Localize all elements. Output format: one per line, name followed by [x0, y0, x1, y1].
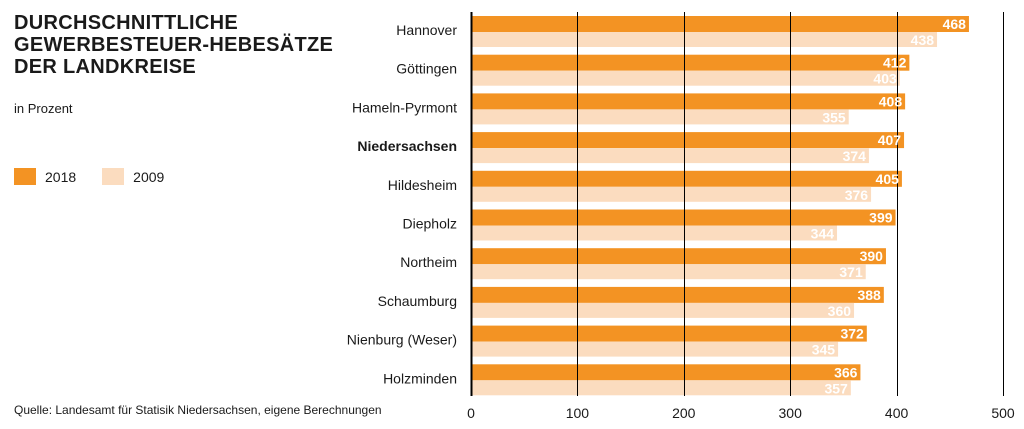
x-tick-label: 300 [779, 405, 803, 421]
legend-swatch-2009 [102, 168, 125, 185]
value-label-2018: 388 [857, 287, 881, 303]
category-label: Nienburg (Weser) [347, 332, 457, 348]
legend-swatch-2018 [14, 168, 36, 185]
bar-2018 [471, 325, 867, 342]
bar-2009 [471, 148, 869, 164]
bar-2018 [471, 170, 902, 187]
title-line-3: DER LANDKREISE [14, 56, 196, 78]
bar-2018 [471, 93, 906, 110]
bar-2009 [471, 186, 872, 202]
value-label-2009: 371 [839, 264, 863, 280]
value-label-2009: 438 [911, 32, 935, 48]
source-note: Quelle: Landesamt für Statisik Niedersac… [14, 403, 382, 417]
value-label-2018: 399 [869, 210, 893, 226]
value-label-2009: 357 [824, 380, 848, 396]
bar-2009 [471, 32, 938, 47]
category-label: Hameln-Pyrmont [352, 99, 457, 115]
value-label-2009: 374 [843, 148, 867, 164]
legend-item-2009: 2009 [102, 168, 164, 185]
bar-2018 [471, 286, 884, 303]
chart-subtitle: in Prozent [14, 101, 73, 116]
bar-2009 [471, 225, 838, 241]
legend-label-2009: 2009 [133, 168, 165, 185]
value-label-2009: 344 [811, 226, 835, 242]
category-label: Holzminden [383, 370, 457, 386]
value-label-2009: 376 [845, 187, 869, 203]
bar-2009 [471, 264, 866, 280]
value-label-2018: 366 [834, 364, 858, 380]
bar-2009 [471, 302, 855, 318]
x-tick-label: 0 [467, 405, 475, 421]
category-label: Hannover [396, 22, 457, 38]
bar-2018 [471, 132, 905, 149]
value-label-2009: 403 [873, 71, 897, 87]
chart-title: DURCHSCHNITTLICHE GEWERBESTEUER-HEBESÄTZ… [14, 12, 334, 78]
bar-2018 [471, 248, 886, 265]
category-label: Göttingen [396, 61, 457, 77]
bar-2009 [471, 70, 900, 86]
value-label-2018: 405 [876, 171, 900, 187]
bar-2009 [471, 341, 839, 357]
value-label-2018: 407 [878, 132, 902, 148]
x-tick-label: 500 [991, 405, 1015, 421]
value-label-2018: 468 [943, 16, 967, 32]
bar-2009 [471, 380, 851, 396]
category-label: Diepholz [403, 216, 457, 232]
category-label: Hildesheim [388, 177, 457, 193]
value-label-2009: 355 [822, 109, 846, 125]
category-label: Schaumburg [378, 293, 457, 309]
value-label-2018: 390 [860, 248, 884, 264]
value-label-2018: 372 [840, 326, 864, 342]
legend-label-2018: 2018 [45, 168, 77, 185]
x-tick-label: 100 [566, 405, 590, 421]
category-label: Niedersachsen [357, 138, 457, 154]
x-tick-label: 400 [885, 405, 909, 421]
x-tick-label: 200 [672, 405, 696, 421]
title-line-1: DURCHSCHNITTLICHE [14, 12, 238, 34]
title-line-2: GEWERBESTEUER-HEBESÄTZE [14, 34, 334, 56]
value-label-2009: 345 [812, 342, 836, 358]
bar-2018 [471, 54, 910, 71]
bar-2018 [471, 209, 896, 226]
bar-2018 [471, 16, 969, 32]
value-label-2009: 360 [828, 303, 852, 319]
value-label-2018: 412 [883, 55, 907, 71]
bar-2009 [471, 109, 849, 125]
category-label: Northeim [400, 254, 457, 270]
bar-2018 [471, 364, 861, 381]
legend-item-2018: 2018 [14, 168, 76, 185]
value-label-2018: 408 [879, 93, 903, 109]
legend: 2018 2009 [14, 168, 164, 185]
